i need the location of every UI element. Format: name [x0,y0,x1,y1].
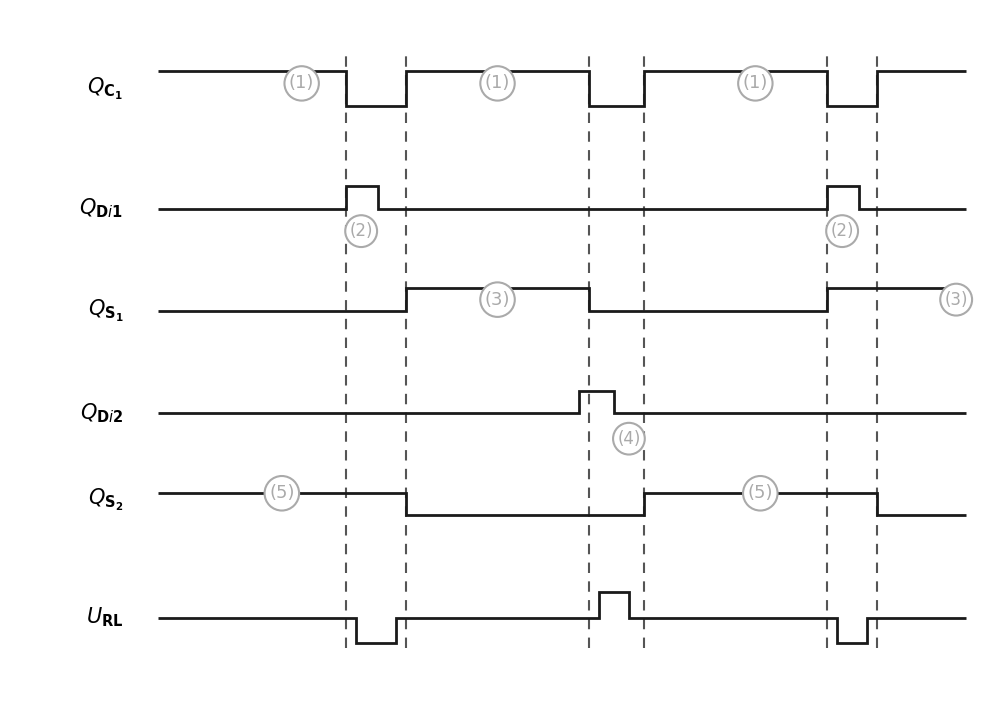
Text: $\mathit{Q}_{\mathbf{D}\mathit{i}\mathbf{2}}$: $\mathit{Q}_{\mathbf{D}\mathit{i}\mathbf… [80,401,123,425]
Text: (3): (3) [485,290,510,308]
Text: (2): (2) [830,222,854,240]
Text: (2): (2) [349,222,373,240]
Text: (3): (3) [944,290,968,308]
Text: $\mathit{Q}_{\mathbf{D}\mathit{i}\mathbf{1}}$: $\mathit{Q}_{\mathbf{D}\mathit{i}\mathbf… [79,197,123,220]
Text: (1): (1) [743,75,768,93]
Text: (4): (4) [617,429,641,447]
Text: (5): (5) [269,484,295,502]
Text: $\mathit{Q}_{\mathbf{S_2}}$: $\mathit{Q}_{\mathbf{S_2}}$ [88,487,123,513]
Text: (1): (1) [485,75,510,93]
Text: $\mathit{Q}_{\mathbf{S_1}}$: $\mathit{Q}_{\mathbf{S_1}}$ [88,298,123,324]
Text: (5): (5) [748,484,773,502]
Text: $\mathit{Q}_{\mathbf{C_1}}$: $\mathit{Q}_{\mathbf{C_1}}$ [87,76,123,102]
Text: $\mathit{U}_{\mathbf{RL}}$: $\mathit{U}_{\mathbf{RL}}$ [86,606,123,629]
Text: (1): (1) [289,75,314,93]
